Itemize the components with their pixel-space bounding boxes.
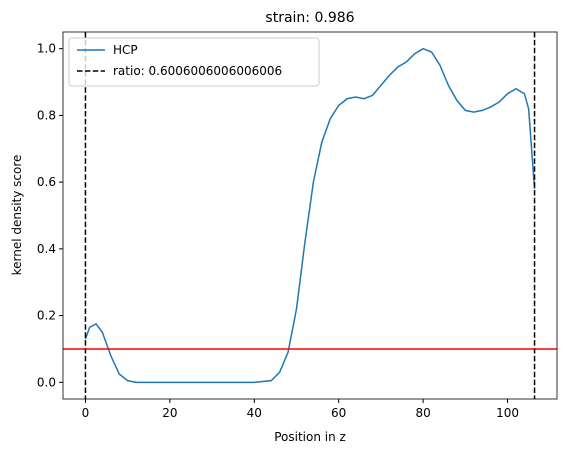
line-series [84, 47, 536, 384]
y-axis-label: kernel density score [10, 155, 24, 276]
legend-box [68, 37, 320, 87]
x-tick-label: 60 [331, 406, 346, 420]
x-axis-label: Position in z [274, 430, 346, 444]
chart-title: strain: 0.986 [265, 10, 354, 26]
y-tick-label: 1.0 [37, 42, 56, 56]
x-tick-label: 80 [415, 406, 430, 420]
y-tick-label: 0.2 [37, 309, 56, 323]
y-tick-label: 0.6 [37, 175, 56, 189]
y-tick-label: 0.4 [37, 242, 56, 256]
x-tick-label: 40 [247, 406, 262, 420]
legend-label: HCP [113, 43, 138, 57]
x-tick-label: 20 [162, 406, 177, 420]
x-tick-label: 100 [496, 406, 519, 420]
y-tick-label: 0.0 [37, 375, 56, 389]
y-tick-label: 0.8 [37, 108, 56, 122]
axes-frame [62, 31, 558, 400]
legend-label: ratio: 0.6006006006006006 [113, 64, 282, 78]
x-tick-label: 0 [82, 406, 90, 420]
